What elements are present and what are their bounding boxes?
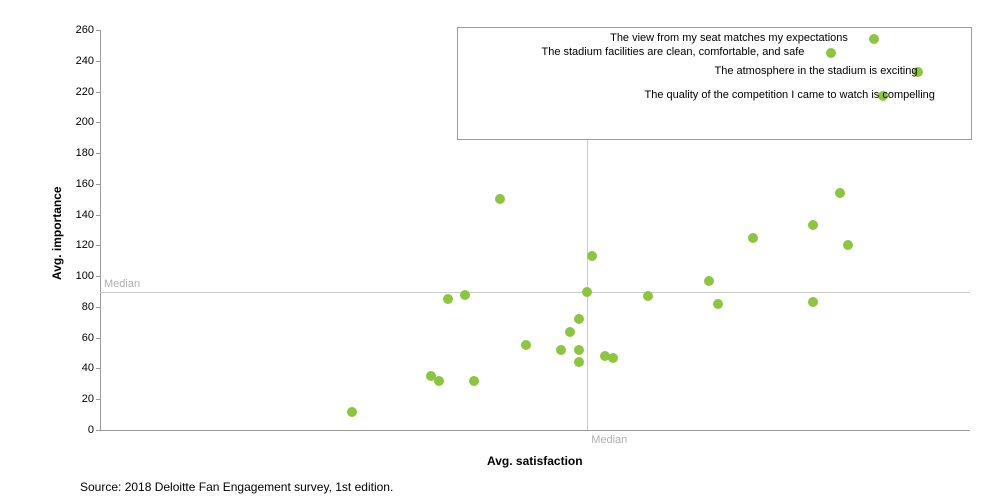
callout-label: The view from my seat matches my expecta… <box>610 32 848 44</box>
y-axis-title: Avg. importance <box>50 186 64 280</box>
data-point <box>556 345 566 355</box>
scatter-chart: 020406080100120140160180200220240260Medi… <box>0 0 1000 504</box>
data-point <box>808 297 818 307</box>
median-label-x: Median <box>591 434 627 446</box>
data-point <box>587 251 597 261</box>
data-point <box>843 240 853 250</box>
y-tick-mark <box>96 153 100 154</box>
plot-area: 020406080100120140160180200220240260Medi… <box>100 30 970 430</box>
data-point <box>469 376 479 386</box>
data-point <box>704 276 714 286</box>
median-label-y: Median <box>104 278 140 290</box>
data-point <box>826 48 836 58</box>
y-tick-mark <box>96 245 100 246</box>
y-tick-mark <box>96 122 100 123</box>
y-tick-mark <box>96 92 100 93</box>
y-tick-mark <box>96 276 100 277</box>
y-tick-mark <box>96 307 100 308</box>
callout-label: The stadium facilities are clean, comfor… <box>541 46 804 58</box>
data-point <box>495 194 505 204</box>
data-point <box>608 353 618 363</box>
median-line-y <box>100 292 970 293</box>
callout-label: The atmosphere in the stadium is excitin… <box>715 65 918 77</box>
data-point <box>574 345 584 355</box>
y-tick-mark <box>96 215 100 216</box>
data-point <box>808 220 818 230</box>
data-point <box>835 188 845 198</box>
data-point <box>521 340 531 350</box>
y-axis <box>100 30 101 430</box>
y-tick-mark <box>96 184 100 185</box>
y-tick-mark <box>96 368 100 369</box>
y-tick-mark <box>96 430 100 431</box>
y-tick-mark <box>96 61 100 62</box>
data-point <box>443 294 453 304</box>
data-point <box>347 407 357 417</box>
data-point <box>460 290 470 300</box>
data-point <box>582 287 592 297</box>
data-point <box>565 327 575 337</box>
source-text: Source: 2018 Deloitte Fan Engagement sur… <box>80 480 393 494</box>
data-point <box>643 291 653 301</box>
data-point <box>869 34 879 44</box>
x-axis <box>100 430 970 431</box>
data-point <box>574 357 584 367</box>
callout-label: The quality of the competition I came to… <box>644 89 934 101</box>
y-tick-mark <box>96 338 100 339</box>
x-axis-title: Avg. satisfaction <box>487 454 583 468</box>
data-point <box>748 233 758 243</box>
data-point <box>574 314 584 324</box>
y-tick-mark <box>96 399 100 400</box>
data-point <box>713 299 723 309</box>
y-tick-mark <box>96 30 100 31</box>
data-point <box>434 376 444 386</box>
